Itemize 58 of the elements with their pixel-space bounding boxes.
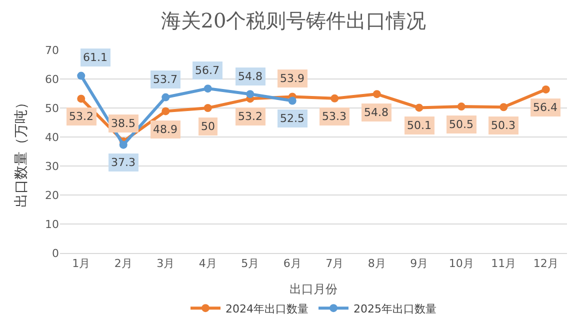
point <box>162 107 170 116</box>
data-label: 53.2 <box>238 110 262 123</box>
data-label: 50 <box>201 120 215 133</box>
y-axis-title: 出口数量（万吨） <box>14 96 30 208</box>
data-label: 61.1 <box>83 51 108 64</box>
data-label: 52.5 <box>280 112 304 125</box>
data-label: 53.2 <box>69 110 94 123</box>
point <box>77 94 86 103</box>
y-tick-label: 50 <box>45 102 59 115</box>
data-label: 56.4 <box>533 101 558 114</box>
x-tick-label: 9月 <box>410 257 428 270</box>
y-tick-label: 40 <box>45 130 59 144</box>
point <box>288 96 296 105</box>
data-label: 38.5 <box>111 117 136 130</box>
x-tick-label: 3月 <box>156 257 175 270</box>
x-tick-label: 11月 <box>491 257 516 270</box>
x-tick-label: 12月 <box>533 257 558 270</box>
point <box>162 93 170 102</box>
x-tick-label: 1月 <box>72 257 90 270</box>
legend-label: 2025年出口数量 <box>354 302 436 316</box>
y-tick-label: 10 <box>45 218 59 231</box>
x-tick-label: 8月 <box>368 257 386 270</box>
data-label: 53.7 <box>153 73 178 86</box>
legend-label: 2024年出口数量 <box>226 302 308 316</box>
data-label: 54.8 <box>238 70 262 83</box>
x-tick-label: 10月 <box>448 257 474 270</box>
data-label: 56.7 <box>195 64 220 77</box>
y-tick-label: 60 <box>45 72 59 86</box>
point <box>119 140 128 149</box>
data-label: 50.5 <box>449 118 474 131</box>
point <box>246 90 254 98</box>
chart-title: 海关20个税则号铸件出口情况 <box>160 8 426 32</box>
x-tick-label: 6月 <box>283 257 302 270</box>
point <box>204 104 212 112</box>
x-tick-label: 7月 <box>326 257 344 270</box>
data-label: 37.3 <box>111 156 136 169</box>
data-label: 50.3 <box>491 119 516 132</box>
point <box>457 102 466 111</box>
y-tick-label: 0 <box>52 246 59 260</box>
point <box>415 104 424 112</box>
point <box>500 103 508 112</box>
point <box>330 94 339 102</box>
data-label: 50.1 <box>407 119 432 132</box>
point <box>542 85 550 94</box>
data-label: 54.8 <box>364 106 388 119</box>
x-tick-label: 2月 <box>114 257 132 270</box>
y-tick-label: 30 <box>45 160 59 173</box>
data-label: 53.9 <box>280 72 304 85</box>
data-label: 48.9 <box>153 123 178 136</box>
y-tick-label: 20 <box>45 188 59 202</box>
y-tick-label: 70 <box>45 44 59 57</box>
data-label: 53.3 <box>322 110 346 123</box>
point <box>77 72 86 80</box>
x-axis-title: 出口月份 <box>290 282 338 296</box>
point <box>372 90 381 98</box>
x-tick-label: 4月 <box>198 257 217 270</box>
point <box>204 84 212 93</box>
x-tick-label: 5月 <box>241 257 260 270</box>
